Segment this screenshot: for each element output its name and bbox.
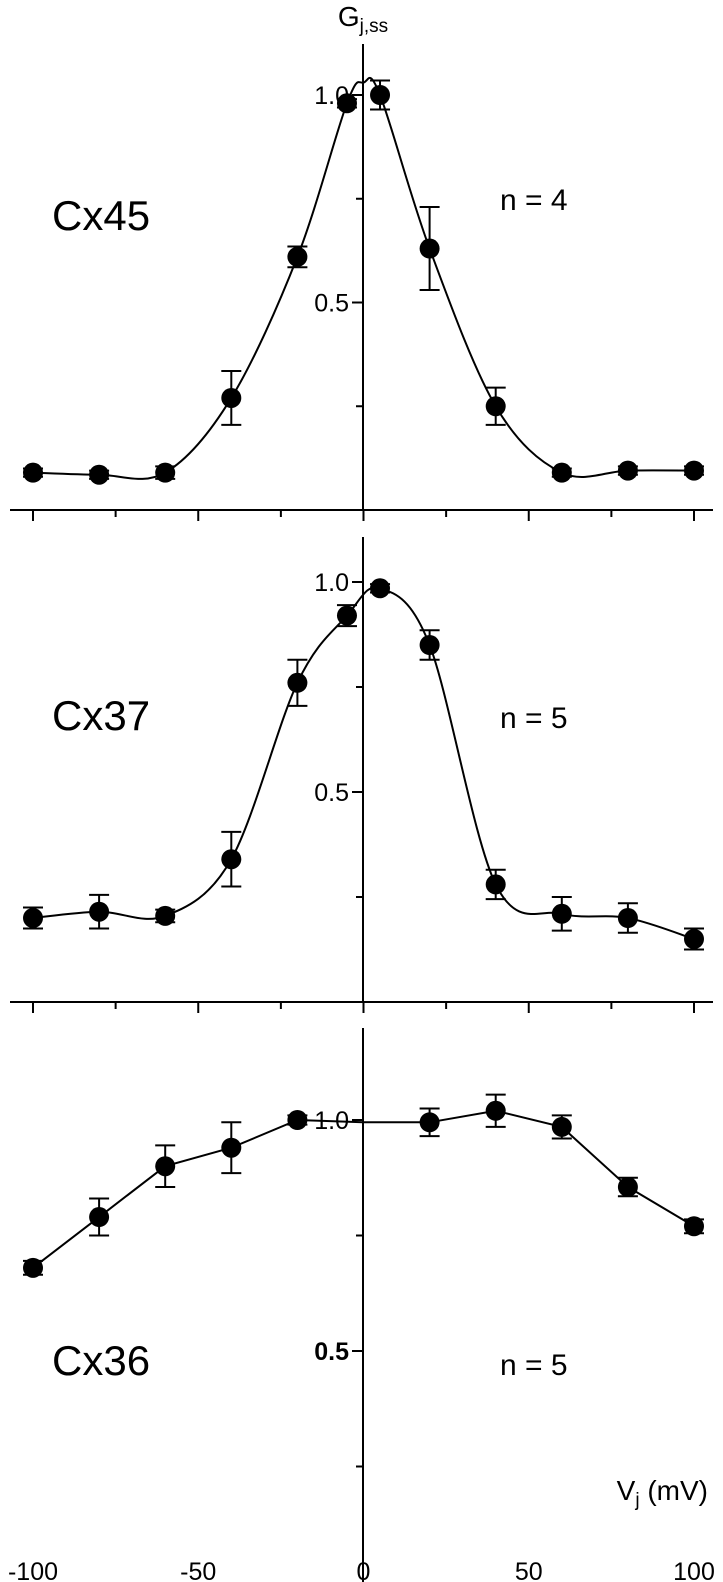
- data-point: [89, 901, 110, 922]
- panel-label: Cx45: [52, 192, 150, 239]
- data-point: [336, 93, 357, 114]
- y-axis-title: Gj,ss: [338, 1, 388, 37]
- data-point: [419, 635, 440, 655]
- panel-cx37: 1.0 0.5 Cx37 n = 5: [10, 537, 713, 1013]
- data-point: [419, 1112, 440, 1133]
- data-point: [551, 903, 572, 924]
- data-point: [370, 85, 391, 105]
- data-point: [617, 460, 638, 481]
- fit-curve: [32, 76, 695, 480]
- x-axis-title: Vj (mV): [617, 1475, 708, 1511]
- data-point: [684, 1216, 704, 1237]
- x-tick-label: 50: [515, 1558, 543, 1582]
- n-label: n = 4: [500, 184, 568, 217]
- y-tick-label: 0.5: [314, 290, 349, 318]
- panel-label: Cx36: [52, 1337, 150, 1384]
- x-tick-label: -50: [180, 1558, 216, 1582]
- x-tick-label: 100: [673, 1558, 715, 1582]
- data-point: [23, 908, 43, 928]
- data-point: [23, 462, 43, 483]
- data-point: [485, 1100, 506, 1121]
- y-tick-label: 0.5: [314, 1338, 349, 1366]
- data-point: [287, 672, 308, 693]
- n-label: n = 5: [500, 702, 568, 735]
- y-tick-label: 0.5: [314, 779, 349, 807]
- data-point: [419, 238, 440, 259]
- x-tick-label: -100: [8, 1558, 58, 1582]
- data-point: [684, 460, 704, 481]
- n-label: n = 5: [500, 1349, 568, 1382]
- data-point: [287, 246, 308, 267]
- data-point: [551, 462, 572, 483]
- data-point: [684, 929, 704, 949]
- data-point: [221, 849, 242, 870]
- data-point: [89, 464, 110, 485]
- data-point: [551, 1116, 572, 1137]
- data-point: [287, 1110, 308, 1130]
- panel-label: Cx37: [52, 692, 150, 739]
- data-point: [23, 1257, 43, 1278]
- data-point: [617, 908, 638, 928]
- data-point: [336, 605, 357, 626]
- fit-curve: [32, 1109, 695, 1269]
- x-tick-label: 0: [357, 1558, 371, 1582]
- data-point: [155, 462, 176, 483]
- data-point: [370, 578, 391, 599]
- data-point: [221, 1137, 242, 1158]
- y-tick-label: 1.0: [314, 569, 349, 597]
- data-point: [221, 387, 242, 408]
- data-point: [617, 1176, 638, 1197]
- data-point: [155, 905, 176, 926]
- data-point: [155, 1156, 176, 1177]
- data-point: [485, 396, 506, 417]
- data-point: [485, 874, 506, 895]
- data-point: [89, 1207, 110, 1228]
